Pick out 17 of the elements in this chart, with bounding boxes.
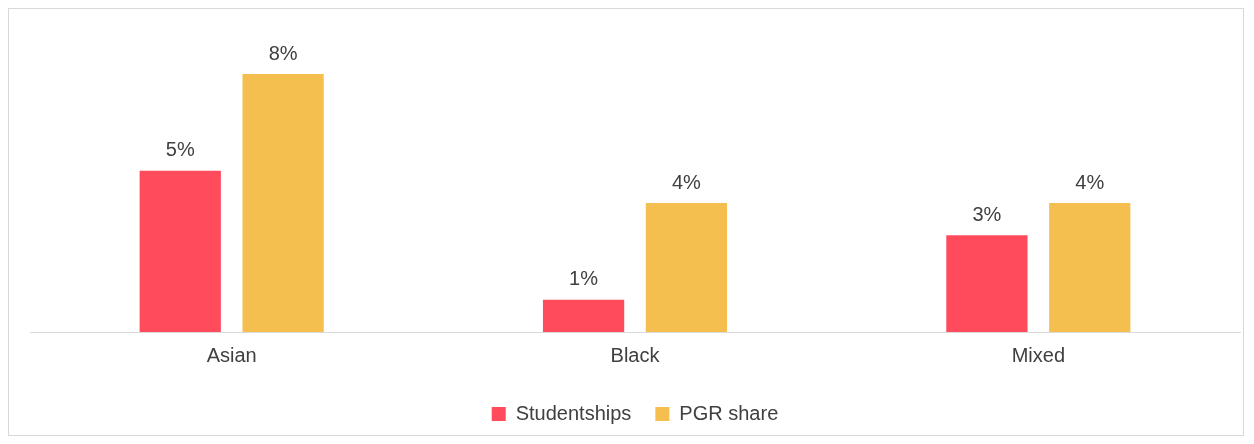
bar xyxy=(139,170,221,332)
bar xyxy=(645,203,728,332)
bar xyxy=(946,235,1028,332)
x-tick-label: Mixed xyxy=(1011,343,1066,366)
legend-label: Studentships xyxy=(515,401,632,424)
data-label: 1% xyxy=(569,267,599,290)
bar xyxy=(242,74,324,332)
x-tick-label: Asian xyxy=(206,343,257,366)
bar xyxy=(542,299,625,332)
data-label: 8% xyxy=(268,41,298,64)
bar xyxy=(1049,203,1131,332)
data-label: 3% xyxy=(972,202,1002,225)
data-label: 5% xyxy=(165,138,195,161)
data-label: 4% xyxy=(671,170,702,193)
data-label: 4% xyxy=(1075,170,1105,193)
legend-label: PGR share xyxy=(679,401,779,424)
x-tick-label: Black xyxy=(610,343,661,366)
